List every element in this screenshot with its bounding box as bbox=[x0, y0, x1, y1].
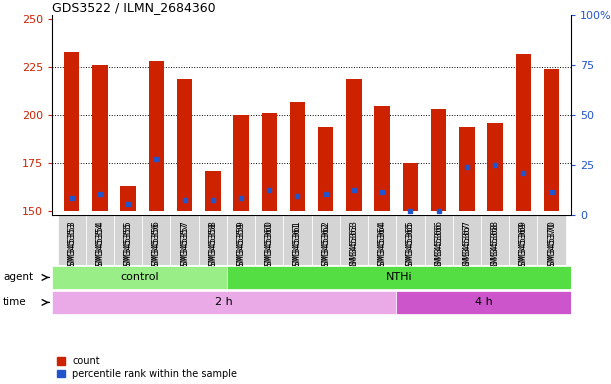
Text: GSM345355: GSM345355 bbox=[123, 220, 133, 271]
Bar bbox=[375, 106, 390, 211]
Text: GSM345359: GSM345359 bbox=[236, 220, 246, 271]
Bar bbox=[425, 215, 453, 265]
Text: GSM345369: GSM345369 bbox=[519, 220, 528, 271]
Text: GSM345367: GSM345367 bbox=[463, 220, 471, 271]
Bar bbox=[538, 215, 566, 265]
Bar bbox=[86, 215, 114, 265]
Bar bbox=[177, 79, 192, 211]
Text: 2 h: 2 h bbox=[215, 297, 233, 308]
Bar bbox=[52, 266, 227, 289]
Bar bbox=[509, 215, 538, 265]
Bar bbox=[205, 171, 221, 211]
Bar bbox=[346, 79, 362, 211]
Bar bbox=[284, 215, 312, 265]
Bar bbox=[64, 52, 79, 211]
Bar bbox=[92, 65, 108, 211]
Text: GSM345367: GSM345367 bbox=[463, 223, 471, 273]
Text: NTHi: NTHi bbox=[386, 272, 412, 283]
Bar bbox=[227, 266, 571, 289]
Text: GSM345358: GSM345358 bbox=[208, 220, 218, 271]
Bar bbox=[312, 215, 340, 265]
Text: GSM345370: GSM345370 bbox=[547, 220, 556, 271]
Bar bbox=[403, 163, 418, 211]
Bar bbox=[431, 109, 447, 211]
Bar bbox=[488, 123, 503, 211]
Text: GDS3522 / ILMN_2684360: GDS3522 / ILMN_2684360 bbox=[52, 1, 216, 14]
Bar bbox=[142, 215, 170, 265]
Bar bbox=[368, 215, 397, 265]
Text: GSM345356: GSM345356 bbox=[152, 223, 161, 273]
Text: GSM345362: GSM345362 bbox=[321, 220, 330, 271]
Text: GSM345361: GSM345361 bbox=[293, 220, 302, 271]
Bar bbox=[227, 215, 255, 265]
Text: GSM345360: GSM345360 bbox=[265, 220, 274, 271]
Text: agent: agent bbox=[3, 272, 33, 283]
Bar bbox=[397, 291, 571, 314]
Bar bbox=[170, 215, 199, 265]
Bar bbox=[233, 115, 249, 211]
Text: control: control bbox=[120, 272, 159, 283]
Bar bbox=[57, 215, 86, 265]
Text: GSM345353: GSM345353 bbox=[67, 223, 76, 273]
Bar bbox=[397, 215, 425, 265]
Text: GSM345360: GSM345360 bbox=[265, 223, 274, 273]
Text: time: time bbox=[3, 297, 27, 308]
Bar bbox=[453, 215, 481, 265]
Text: 4 h: 4 h bbox=[475, 297, 492, 308]
Bar bbox=[52, 291, 397, 314]
Bar bbox=[481, 215, 509, 265]
Bar bbox=[340, 215, 368, 265]
Text: GSM345368: GSM345368 bbox=[491, 220, 500, 271]
Bar bbox=[459, 127, 475, 211]
Bar bbox=[262, 113, 277, 211]
Text: GSM345369: GSM345369 bbox=[519, 223, 528, 273]
Text: GSM345362: GSM345362 bbox=[321, 223, 330, 273]
Bar bbox=[114, 215, 142, 265]
Text: GSM345354: GSM345354 bbox=[95, 223, 104, 273]
Text: GSM345368: GSM345368 bbox=[491, 223, 500, 273]
Text: GSM345363: GSM345363 bbox=[349, 223, 359, 273]
Text: GSM345364: GSM345364 bbox=[378, 223, 387, 273]
Text: GSM345364: GSM345364 bbox=[378, 220, 387, 271]
Text: GSM345357: GSM345357 bbox=[180, 220, 189, 271]
Text: GSM345353: GSM345353 bbox=[67, 220, 76, 271]
Text: GSM345366: GSM345366 bbox=[434, 220, 443, 271]
Bar bbox=[318, 127, 334, 211]
Bar bbox=[516, 54, 531, 211]
Bar bbox=[290, 102, 306, 211]
Bar bbox=[544, 69, 559, 211]
Text: GSM345366: GSM345366 bbox=[434, 223, 443, 273]
Text: GSM345365: GSM345365 bbox=[406, 220, 415, 271]
Bar bbox=[148, 61, 164, 211]
Text: GSM345361: GSM345361 bbox=[293, 223, 302, 273]
Bar bbox=[255, 215, 284, 265]
Text: GSM345359: GSM345359 bbox=[236, 223, 246, 273]
Bar bbox=[120, 186, 136, 211]
Text: GSM345355: GSM345355 bbox=[123, 223, 133, 273]
Text: GSM345358: GSM345358 bbox=[208, 223, 218, 273]
Legend: count, percentile rank within the sample: count, percentile rank within the sample bbox=[57, 356, 237, 379]
Text: GSM345354: GSM345354 bbox=[95, 220, 104, 271]
Text: GSM345363: GSM345363 bbox=[349, 220, 359, 271]
Bar bbox=[199, 215, 227, 265]
Text: GSM345365: GSM345365 bbox=[406, 223, 415, 273]
Text: GSM345356: GSM345356 bbox=[152, 220, 161, 271]
Text: GSM345357: GSM345357 bbox=[180, 223, 189, 273]
Text: GSM345370: GSM345370 bbox=[547, 223, 556, 273]
